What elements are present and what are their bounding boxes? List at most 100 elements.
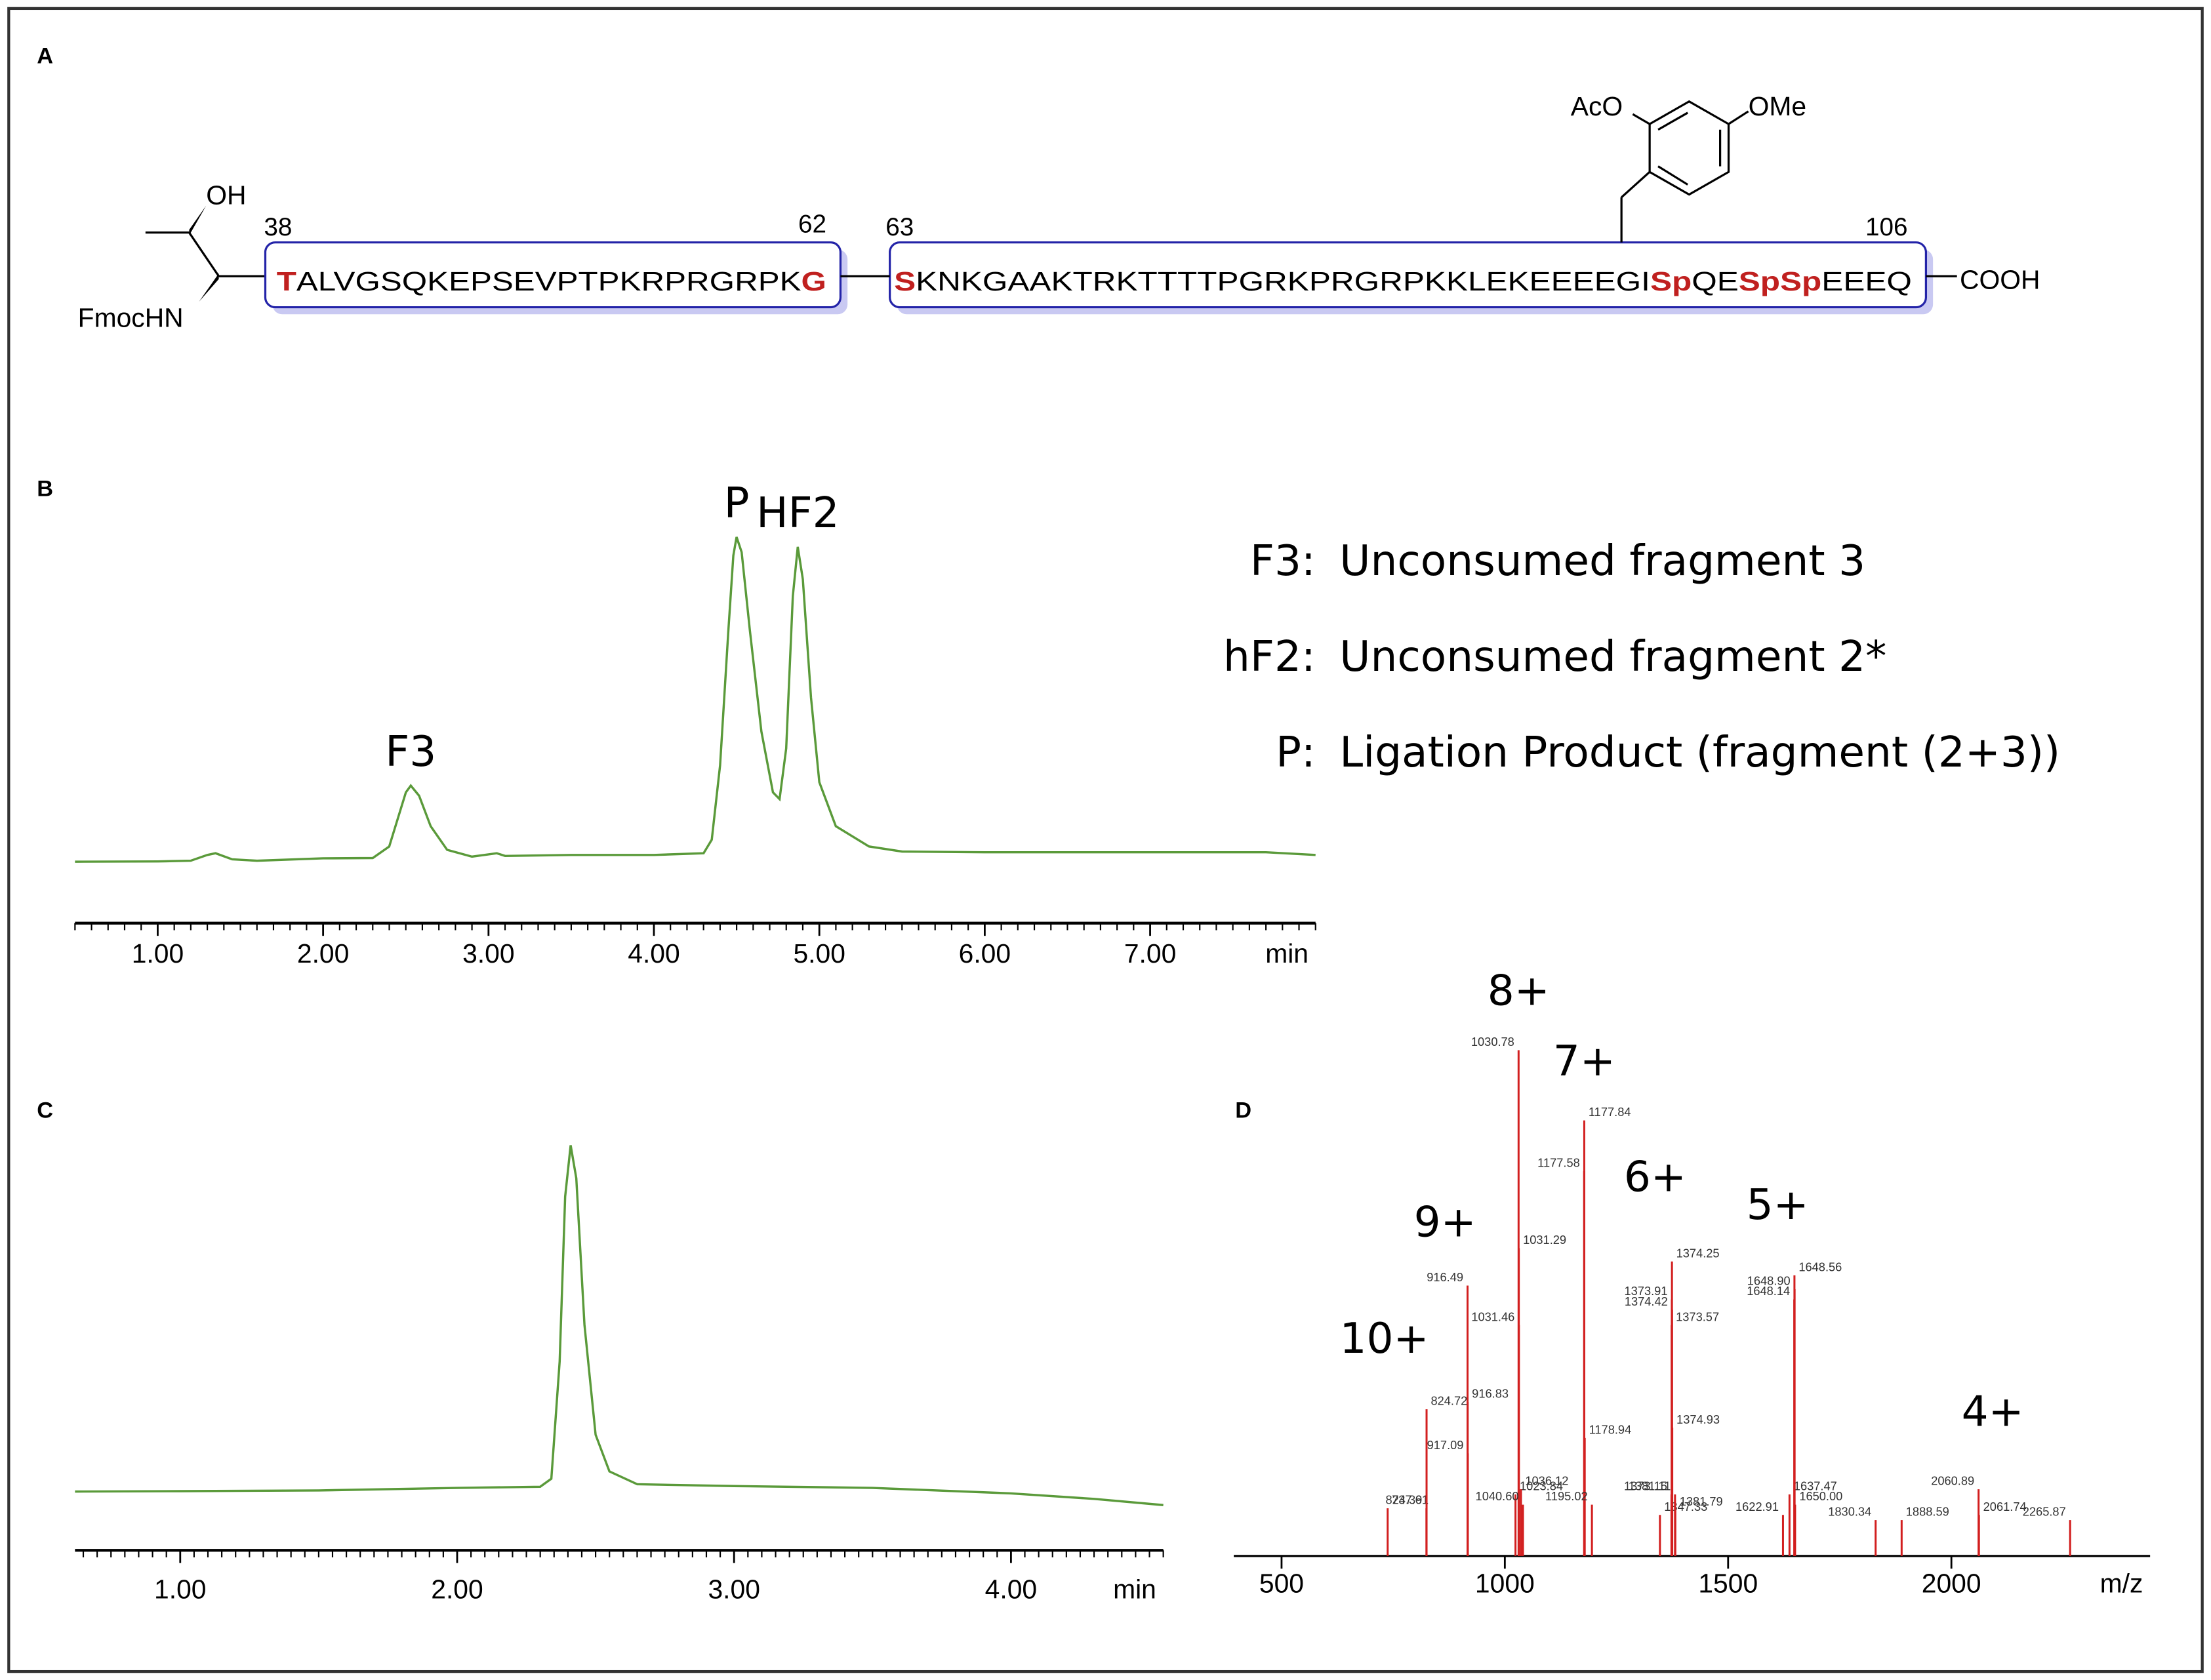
peak-label: 1888.59	[1906, 1505, 1949, 1519]
panel-a: A OH FmocHN COOH T ALVGSQKEPSEVPTPKRPRGRP…	[37, 44, 2040, 333]
peak-label: 1373.15	[1624, 1479, 1667, 1493]
peak-label: 1637.47	[1794, 1479, 1837, 1493]
annotation: 4+	[1962, 1387, 2024, 1436]
residue-run: T	[277, 266, 296, 296]
wedge	[199, 273, 219, 302]
fragment-box	[264, 241, 842, 309]
peak-label: 1374.42	[1625, 1294, 1668, 1308]
x-axis-label: m/z	[2100, 1569, 2143, 1599]
x-tick-label: 7.00	[1124, 938, 1176, 969]
peak-label: 1374.25	[1676, 1246, 1720, 1260]
residue-run: G	[801, 266, 826, 296]
x-tick-label: 6.00	[959, 938, 1011, 969]
peak-label: 1177.58	[1537, 1156, 1580, 1170]
x-tick-label: 2.00	[297, 938, 349, 969]
peak-label: 1031.46	[1471, 1310, 1514, 1323]
peak-label: 1373.57	[1676, 1310, 1719, 1323]
peak-label: 2061.74	[1983, 1500, 2027, 1513]
peak-label: 1622.91	[1735, 1500, 1779, 1513]
note-text: Ligation Product (fragment (2+3))	[1339, 728, 2060, 777]
annotation: P	[724, 479, 750, 528]
bond	[1621, 171, 1651, 199]
x-axis-label: min	[1113, 1574, 1156, 1604]
residue-run: KNKGAAKTRKTTTTPGRKPRGRPKKLEKEEEEGI	[916, 266, 1650, 296]
peak-label: 824.39	[1386, 1493, 1423, 1507]
peak-label: 1030.78	[1471, 1035, 1514, 1049]
panel-label: B	[37, 477, 53, 502]
peak-label: 737.61	[1392, 1493, 1429, 1507]
x-tick-label: 2000	[1922, 1569, 1981, 1599]
ome: OMe	[1749, 91, 1806, 121]
residue-number: 62	[798, 210, 826, 239]
residue-run: ALVGSQKEPSEVPTPKRPRGRPK	[296, 266, 801, 296]
aco: AcO	[1571, 91, 1623, 121]
x-tick-label: 1000	[1475, 1569, 1535, 1599]
peak-label: 2265.87	[2023, 1505, 2066, 1519]
sequence: S KNKGAAKTRKTTTTPGRKPRGRPKKLEKEEEEGI Sp QE S…	[894, 266, 1912, 296]
x-tick-label: 3.00	[462, 938, 514, 969]
note-key: P:	[1276, 728, 1316, 777]
annotation: 8+	[1488, 967, 1550, 1016]
annotation: HF2	[756, 489, 840, 538]
bond	[1728, 110, 1749, 125]
peak-label: 1648.14	[1747, 1284, 1790, 1298]
x-tick-label: 4.00	[628, 938, 680, 969]
residue-run: S	[894, 266, 916, 296]
oh: OH	[206, 180, 246, 210]
note-text: Unconsumed fragment 3	[1339, 536, 1865, 586]
bond	[188, 231, 220, 277]
x-tick-label: 500	[1259, 1569, 1304, 1599]
x-tick-label: 1.00	[132, 938, 184, 969]
annotation: 5+	[1747, 1180, 1809, 1230]
peak-label: 824.72	[1430, 1394, 1467, 1408]
x-tick-label: 3.00	[708, 1574, 760, 1604]
peak-label: 1381.79	[1680, 1494, 1723, 1508]
wedge	[189, 205, 207, 235]
fragment-box	[889, 241, 1928, 309]
note-key: hF2:	[1223, 632, 1316, 681]
panel-label: C	[37, 1098, 53, 1123]
peak-label: 1373.91	[1624, 1284, 1667, 1298]
x-tick-label: 4.00	[985, 1574, 1037, 1604]
x-tick-label: 1.00	[154, 1574, 206, 1604]
peak-label: 1040.60	[1476, 1489, 1519, 1503]
residue-run: EEEQ	[1821, 266, 1912, 296]
peak-label: 916.49	[1427, 1270, 1463, 1284]
peak-label: 1031.29	[1523, 1233, 1566, 1247]
cooh: COOH	[1960, 265, 2040, 295]
note-key: F3:	[1250, 536, 1316, 586]
note-text: Unconsumed fragment 2*	[1339, 632, 1886, 681]
panel-label: D	[1235, 1098, 1251, 1123]
residue-number: 63	[885, 213, 914, 241]
peak-label: 1374.93	[1676, 1412, 1720, 1426]
trace	[75, 1145, 1164, 1506]
annotation: 10+	[1340, 1314, 1429, 1363]
residue-run: Sp	[1650, 266, 1692, 296]
annotation: 7+	[1553, 1037, 1615, 1086]
bond	[1657, 165, 1689, 186]
peak-label: 1648.90	[1747, 1274, 1791, 1288]
peak-label: 1381.11	[1629, 1479, 1671, 1493]
panel-label: A	[37, 44, 53, 69]
x-tick-label: 5.00	[793, 938, 845, 969]
peak-label: 1036.12	[1525, 1474, 1568, 1488]
x-tick-label: 2.00	[431, 1574, 483, 1604]
annotation: F3	[385, 727, 436, 776]
peak-label: 1023.84	[1520, 1479, 1563, 1493]
sequence: T ALVGSQKEPSEVPTPKRPRGRPK G	[277, 266, 826, 296]
peak-label: 1178.94	[1589, 1422, 1632, 1436]
residue-run: QE	[1692, 266, 1739, 296]
annotation: 6+	[1624, 1152, 1686, 1201]
bond	[1632, 113, 1650, 125]
trace	[75, 536, 1316, 863]
peak-label: 1830.34	[1828, 1505, 1871, 1519]
x-axis-label: min	[1265, 938, 1308, 969]
residue-number: 38	[264, 213, 292, 241]
peak-label: 916.83	[1472, 1387, 1509, 1401]
ring	[1648, 100, 1730, 196]
peak-label: 1195.02	[1545, 1489, 1588, 1503]
peak-label: 1177.84	[1589, 1105, 1631, 1119]
peak-label: 1648.56	[1798, 1260, 1842, 1273]
peak-label: 917.09	[1427, 1438, 1464, 1452]
